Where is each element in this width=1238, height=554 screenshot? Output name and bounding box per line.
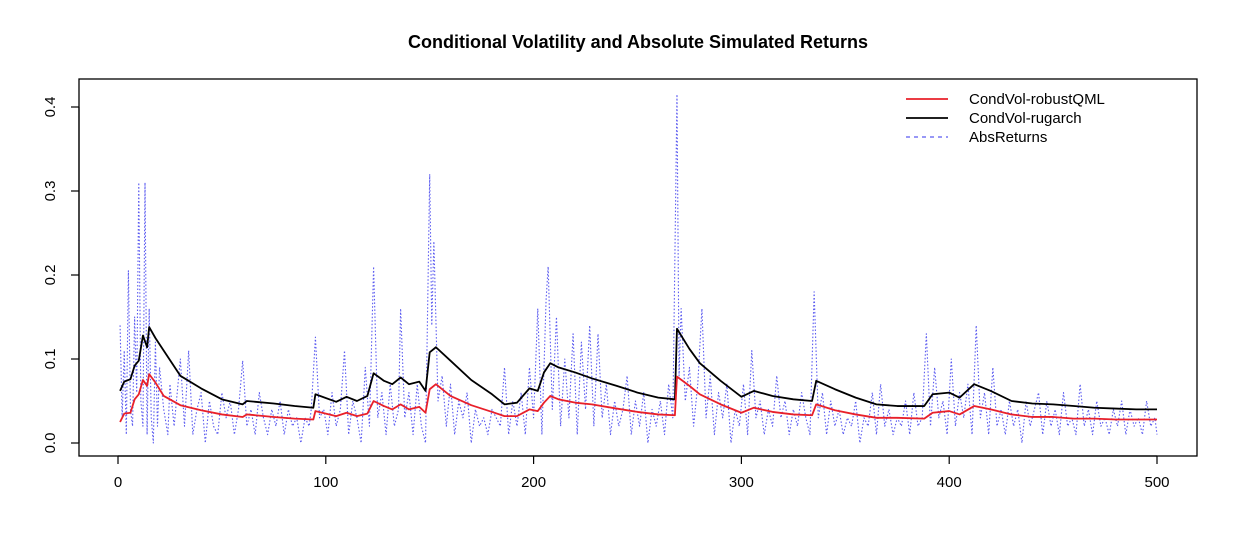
x-tick-label: 0 — [114, 474, 122, 491]
y-tick-label: 0.4 — [42, 97, 59, 118]
series-line-condvol-rugarch — [119, 326, 1157, 411]
series-layer — [119, 93, 1158, 444]
legend-label: CondVol-rugarch — [969, 110, 1082, 127]
chart-title: Conditional Volatility and Absolute Simu… — [408, 32, 868, 52]
y-tick-label: 0.2 — [42, 265, 59, 286]
x-tick-label: 500 — [1144, 474, 1169, 491]
y-tick-label: 0.3 — [42, 181, 59, 202]
x-axis: 0 100 200 300 400 500 — [114, 455, 1170, 491]
y-tick-label: 0.0 — [42, 433, 59, 454]
series-line-absreturns — [119, 93, 1158, 444]
x-tick-label: 400 — [937, 474, 962, 491]
series-line-condvol-robustqml — [119, 373, 1157, 423]
y-tick-label: 0.1 — [42, 349, 59, 370]
legend-label: CondVol-robustQML — [969, 91, 1105, 108]
x-tick-label: 300 — [729, 474, 754, 491]
legend: CondVol-robustQML CondVol-rugarch AbsRetur… — [906, 91, 1105, 146]
legend-label: AbsReturns — [969, 129, 1047, 146]
x-tick-label: 100 — [313, 474, 338, 491]
y-axis: 0.0 0.1 0.2 0.3 0.4 — [42, 97, 80, 454]
x-tick-label: 200 — [521, 474, 546, 491]
